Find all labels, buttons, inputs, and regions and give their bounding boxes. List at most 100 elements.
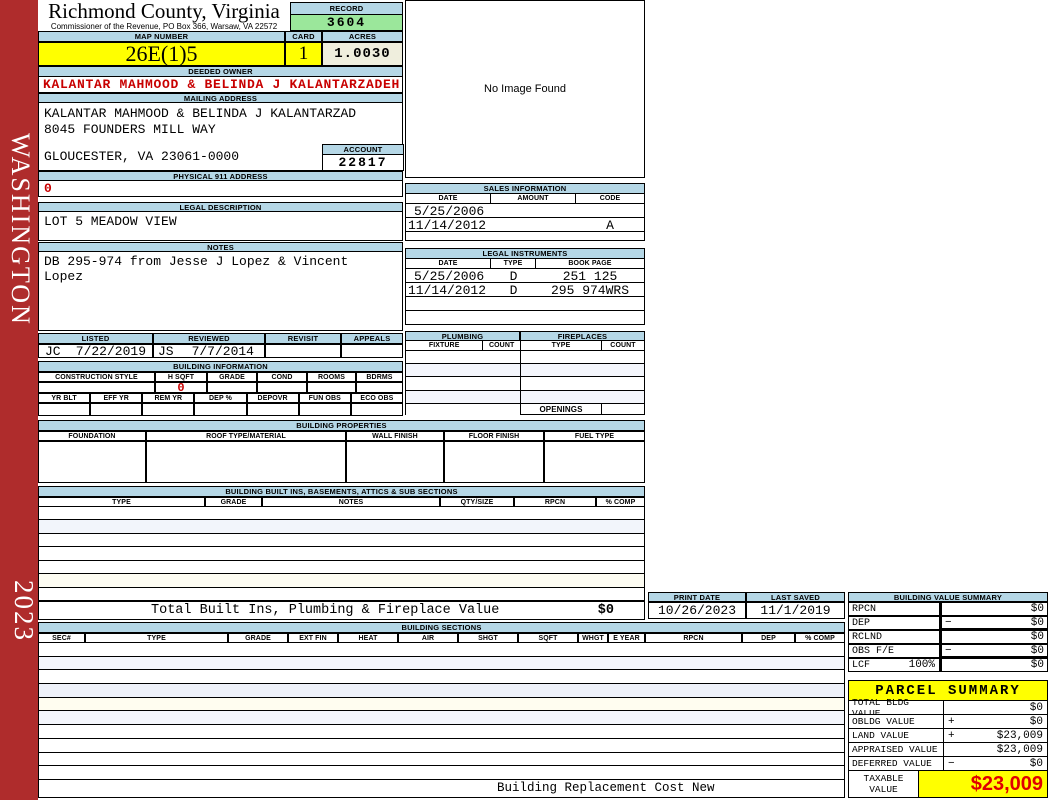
listed-by: JC (45, 343, 61, 359)
reviewed-by: JS (158, 343, 174, 359)
bdrms-value (356, 382, 403, 393)
bvs-label: DEP (848, 616, 940, 630)
table-row (39, 587, 644, 601)
col-floor-finish: FLOOR FINISH (444, 431, 544, 441)
col-sec-air: AIR (398, 633, 458, 643)
col-roof-type: ROOF TYPE/MATERIAL (146, 431, 346, 441)
table-row (39, 711, 844, 726)
table-row (406, 311, 644, 324)
sale-date: 11/14/2012 (408, 218, 487, 233)
table-row (406, 391, 520, 404)
col-sec-whgt: WHGT (578, 633, 608, 643)
table-row: 5/25/2006 (406, 204, 644, 219)
col-bi-type: TYPE (38, 497, 205, 507)
table-row (521, 351, 644, 364)
col-bdrms: BDRMS (356, 372, 403, 382)
col-fun-obs: FUN OBS (298, 393, 351, 403)
mailing-name: KALANTAR MAHMOOD & BELINDA J KALANTARZAD (44, 106, 357, 121)
building-info-section: BUILDING INFORMATION CONSTRUCTION STYLE … (38, 361, 403, 416)
col-h-sqft: H SQFT (155, 372, 207, 382)
county-title: Richmond County, Virginia (48, 0, 280, 23)
col-sale-amount: AMOUNT (491, 194, 576, 203)
table-row: 5/25/2006 D 251 125 (406, 269, 644, 284)
table-row (39, 574, 644, 588)
notes-label: NOTES (38, 242, 403, 252)
floor-finish-value (444, 441, 544, 483)
built-ins-total-value: $0 (597, 602, 614, 618)
legal-instruments-section: LEGAL INSTRUMENTS DATE TYPE BOOK PAGE 5/… (405, 248, 645, 325)
mailing-street: 8045 FOUNDERS MILL WAY (44, 122, 216, 137)
col-sale-code: CODE (576, 194, 644, 203)
deeded-owner-label: DEEDED OWNER (38, 66, 403, 77)
bvs-label: RCLND (848, 630, 940, 644)
cond-value (257, 382, 307, 393)
col-sec-pct-comp: % COMP (795, 633, 845, 643)
col-bi-pct-comp: % COMP (596, 497, 645, 507)
eco-obs-value (350, 403, 403, 416)
ps-op: + (948, 715, 955, 728)
bvs-label: LCF (852, 659, 871, 671)
record-label: RECORD (290, 2, 403, 15)
yr-blt-value (38, 403, 91, 416)
record-box: RECORD 3604 (290, 2, 403, 31)
table-row (406, 351, 520, 364)
table-row (39, 738, 844, 753)
col-bi-notes: NOTES (262, 497, 440, 507)
col-book-page: BOOK PAGE (536, 259, 644, 268)
sale-code: A (606, 218, 614, 233)
col-cond: COND (257, 372, 307, 382)
legal-instruments-title: LEGAL INSTRUMENTS (406, 249, 644, 259)
col-sec-type: TYPE (85, 633, 228, 643)
table-row (521, 391, 644, 404)
acres-value: 1.0030 (322, 42, 403, 66)
review-section: LISTED REVIEWED REVISIT APPEALS JC 7/22/… (38, 333, 403, 359)
table-row (39, 656, 844, 671)
physical-address-label: PHYSICAL 911 ADDRESS (38, 171, 403, 181)
print-info-section: PRINT DATE LAST SAVED 10/26/2023 11/1/20… (648, 592, 845, 619)
table-row (521, 377, 644, 391)
col-sec-ext-fin: EXT FIN (288, 633, 338, 643)
construction-style-value (38, 382, 155, 393)
notes-value: DB 295-974 from Jesse J Lopez & Vincent … (44, 254, 349, 284)
card-value: 1 (285, 42, 322, 66)
acres-label: ACRES (322, 31, 403, 42)
sale-date: 5/25/2006 (414, 204, 485, 219)
plumbing-table: PLUMBING FIXTURE COUNT (405, 331, 520, 415)
col-fireplace-count: COUNT (602, 341, 644, 350)
openings-value (602, 404, 644, 415)
col-fixture-count: COUNT (483, 341, 520, 350)
no-image-text: No Image Found (484, 83, 566, 95)
legal-description-label: LEGAL DESCRIPTION (38, 202, 403, 212)
depovr-value (246, 403, 299, 416)
ps-label: LAND VALUE (849, 729, 944, 743)
table-row (39, 560, 644, 575)
bvs-value: $0 (1030, 616, 1044, 629)
parcel-summary: PARCEL SUMMARY TOTAL BLDG VALUE $0 OBLDG… (848, 680, 1048, 798)
dep-pct-value (194, 403, 247, 416)
col-bi-rpcn: RPCN (514, 497, 596, 507)
listed-label: LISTED (38, 333, 153, 344)
fun-obs-value (298, 403, 351, 416)
sale-amount (491, 204, 576, 217)
building-sections-title: BUILDING SECTIONS (38, 622, 845, 633)
building-value-summary: BUILDING VALUE SUMMARY RPCN $0 DEP − $0 … (848, 592, 1048, 672)
ps-value: $0 (1029, 715, 1043, 728)
bvs-label: RPCN (848, 602, 940, 616)
physical-address-value: 0 (38, 181, 403, 197)
ps-label: DEFERRED VALUE (849, 757, 944, 771)
revisit-label: REVISIT (265, 333, 341, 344)
fuel-type-value (544, 441, 645, 483)
table-row (39, 766, 844, 780)
bvs-op: − (945, 644, 952, 657)
ps-value: $0 (1029, 757, 1043, 770)
building-sections-table: BUILDING SECTIONS SEC# TYPE GRADE EXT FI… (38, 622, 845, 798)
bvs-label: OBS F/E (848, 644, 940, 658)
map-number-label: MAP NUMBER (38, 31, 285, 42)
sales-info-title: SALES INFORMATION (406, 184, 644, 194)
foundation-value (38, 441, 146, 483)
ps-label: APPRAISED VALUE (849, 743, 944, 757)
revisit-value (265, 344, 341, 358)
ps-label: OBLDG VALUE (849, 715, 944, 729)
building-info-title: BUILDING INFORMATION (38, 361, 403, 372)
